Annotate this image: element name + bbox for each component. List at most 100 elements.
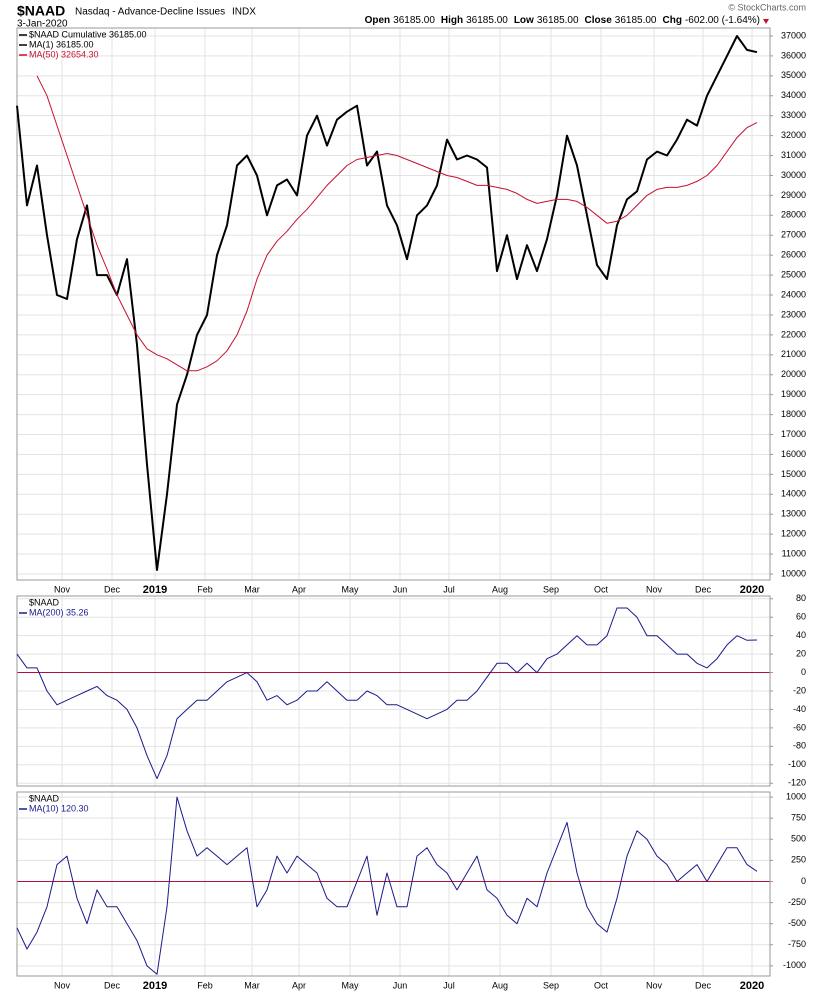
- y-tick-label: 20000: [781, 369, 806, 379]
- date: 3-Jan-2020: [17, 19, 68, 30]
- x-tick-label: Jun: [393, 980, 408, 990]
- quote-label: Close: [585, 15, 613, 26]
- y-tick-label: 20: [796, 648, 806, 658]
- down-arrow: [763, 19, 769, 24]
- x-tick-label: 2020: [740, 584, 764, 596]
- quote-value: 36185.00: [393, 15, 435, 26]
- quote-label: Chg: [663, 15, 682, 26]
- y-tick-label: -60: [793, 722, 806, 732]
- y-tick-label: -500: [788, 918, 806, 928]
- y-tick-label: 28000: [781, 210, 806, 220]
- x-tick-label: Aug: [492, 584, 508, 594]
- y-tick-label: -40: [793, 704, 806, 714]
- exchange: INDX: [232, 7, 256, 18]
- x-tick-label: Nov: [646, 584, 663, 594]
- x-tick-label: Sep: [543, 980, 559, 990]
- panel-frame: [16, 27, 771, 581]
- y-tick-label: 22000: [781, 329, 806, 339]
- y-tick-label: 12000: [781, 529, 806, 539]
- panel-title: $NAAD: [29, 597, 60, 607]
- y-tick-label: 18000: [781, 409, 806, 419]
- legend-label: MA(200) 35.26: [29, 607, 89, 617]
- x-tick-label: Dec: [104, 980, 121, 990]
- y-tick-label: 37000: [781, 30, 806, 40]
- y-tick-label: 35000: [781, 70, 806, 80]
- x-tick-label: Oct: [594, 584, 609, 594]
- panel-title: $NAAD: [29, 793, 60, 803]
- y-tick-label: 23000: [781, 309, 806, 319]
- quote-label: Open: [365, 15, 391, 26]
- y-tick-label: 0: [801, 667, 806, 677]
- quote-value: -602.00 (-1.64%): [685, 15, 760, 26]
- x-tick-label: Aug: [492, 980, 508, 990]
- x-tick-label: Dec: [104, 584, 121, 594]
- x-tick-label: May: [341, 980, 359, 990]
- y-tick-label: 19000: [781, 389, 806, 399]
- y-tick-label: 31000: [781, 150, 806, 160]
- x-tick-label: Jun: [393, 584, 408, 594]
- y-tick-label: 24000: [781, 289, 806, 299]
- series-line: [16, 607, 758, 780]
- x-tick-label: Apr: [292, 980, 306, 990]
- y-tick-label: 25000: [781, 269, 806, 279]
- x-tick-label: 2019: [143, 584, 167, 596]
- y-tick-label: 0: [801, 876, 806, 886]
- index-name: Nasdaq - Advance-Decline Issues: [75, 7, 225, 18]
- panel-frame: [16, 595, 771, 787]
- y-tick-label: 32000: [781, 130, 806, 140]
- quote-value: 36185.00: [466, 15, 508, 26]
- x-tick-label: Mar: [244, 584, 260, 594]
- y-tick-label: -100: [788, 759, 806, 769]
- quote-value: 36185.00: [615, 15, 657, 26]
- x-tick-label: Nov: [54, 980, 71, 990]
- x-tick-label: Nov: [646, 980, 663, 990]
- y-tick-label: 21000: [781, 349, 806, 359]
- y-tick-label: 750: [791, 813, 806, 823]
- legend-label: MA(50) 32654.30: [29, 49, 99, 59]
- credit: © StockCharts.com: [728, 2, 806, 12]
- x-tick-label: Sep: [543, 584, 559, 594]
- x-tick-label: May: [341, 584, 359, 594]
- y-tick-label: 500: [791, 834, 806, 844]
- quote-line: Open 36185.00 High 36185.00 Low 36185.00 Close…: [365, 15, 760, 26]
- legend-label: MA(1) 36185.00: [29, 39, 94, 49]
- y-tick-label: 1000: [786, 791, 806, 801]
- x-tick-label: Dec: [695, 584, 712, 594]
- quote-label: High: [441, 15, 463, 26]
- x-tick-label: Feb: [197, 980, 213, 990]
- y-tick-label: 60: [796, 612, 806, 622]
- y-tick-label: 16000: [781, 449, 806, 459]
- y-tick-label: 11000: [782, 548, 806, 558]
- x-tick-label: Dec: [695, 980, 712, 990]
- y-tick-label: -750: [788, 939, 806, 949]
- y-tick-label: 33000: [781, 110, 806, 120]
- legend-label: MA(10) 120.30: [29, 803, 89, 813]
- series-line: [16, 796, 758, 975]
- y-tick-label: 34000: [781, 90, 806, 100]
- series-line: [16, 35, 758, 571]
- x-tick-label: Feb: [197, 584, 213, 594]
- y-tick-label: 250: [791, 855, 806, 865]
- x-tick-label: Nov: [54, 584, 71, 594]
- y-tick-label: -1000: [783, 960, 806, 970]
- x-tick-label: Jul: [443, 980, 455, 990]
- quote: Open 36185.00 High 36185.00 Low 36185.00 Close…: [365, 15, 760, 26]
- y-tick-label: -250: [788, 897, 806, 907]
- y-tick-label: -120: [788, 778, 806, 788]
- y-tick-label: 29000: [781, 190, 806, 200]
- x-tick-label: Oct: [594, 980, 609, 990]
- y-tick-label: 17000: [781, 429, 806, 439]
- panel-title: $NAAD Cumulative 36185.00: [29, 29, 147, 39]
- y-tick-label: 36000: [781, 50, 806, 60]
- x-tick-label: Mar: [244, 980, 260, 990]
- x-tick-label: 2020: [740, 980, 764, 992]
- panel-frame: [16, 791, 771, 977]
- y-tick-label: 26000: [781, 250, 806, 260]
- symbol: $NAAD: [17, 3, 65, 19]
- y-tick-label: -80: [793, 741, 806, 751]
- y-tick-label: 40: [796, 630, 806, 640]
- y-tick-label: 14000: [781, 489, 806, 499]
- y-tick-label: -20: [793, 685, 806, 695]
- y-tick-label: 27000: [781, 230, 806, 240]
